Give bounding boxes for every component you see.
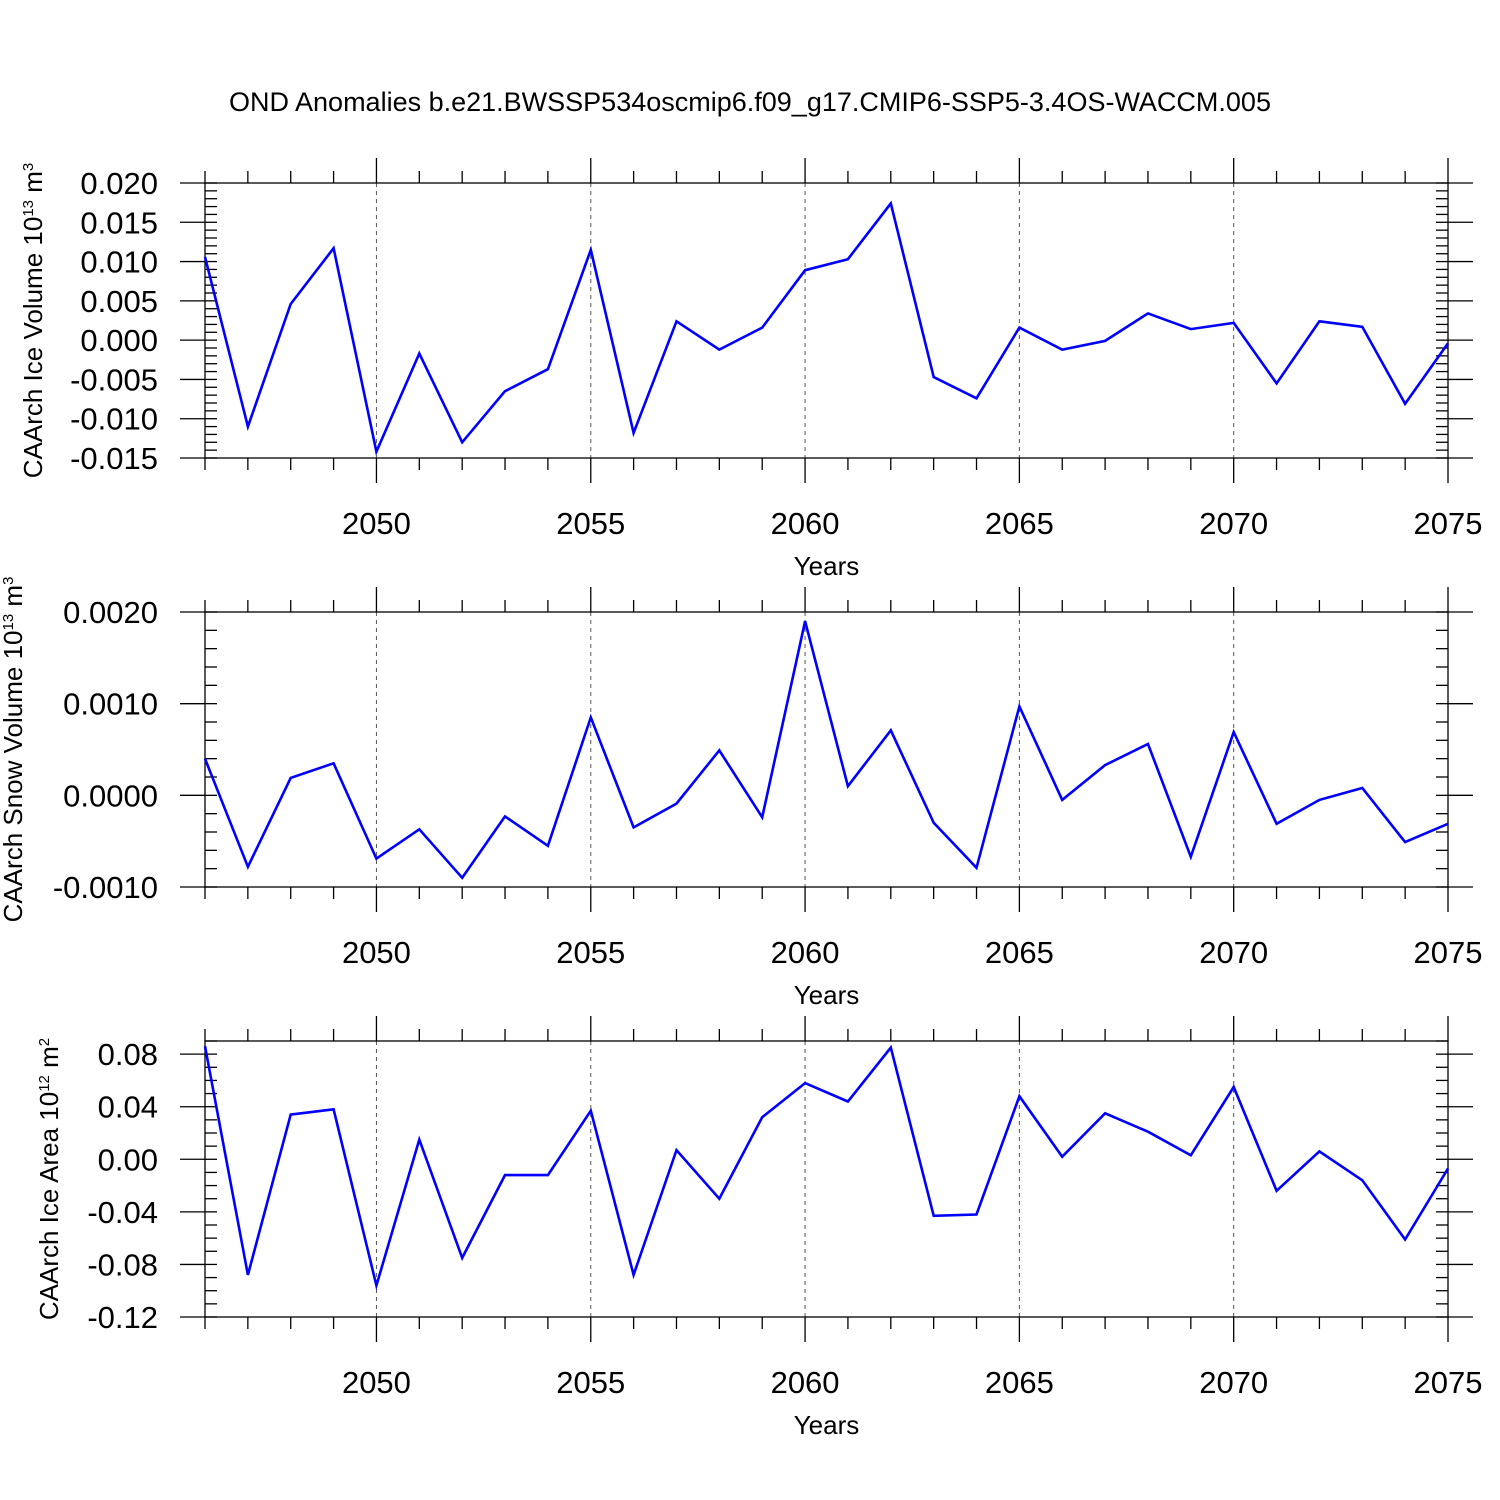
y-tick-label: 0.015 (80, 205, 158, 240)
y-tick-label: 0.00 (98, 1142, 158, 1177)
x-axis-label: Years (794, 1410, 860, 1440)
plot-frame (204, 182, 1449, 459)
y-tick-label: 0.0020 (63, 595, 158, 630)
x-tick-label-2075: 2075 (1414, 1365, 1483, 1400)
x-tick-label-2060: 2060 (771, 506, 840, 541)
x-tick-label-2060: 2060 (771, 935, 840, 970)
x-tick-label-2055: 2055 (556, 935, 625, 970)
x-tick-label-2060: 2060 (771, 1365, 840, 1400)
x-tick-label-2050: 2050 (342, 506, 411, 541)
x-axis-label: Years (794, 551, 860, 581)
x-tick-label-2075: 2075 (1414, 935, 1483, 970)
panel-1: 2050 2055 2060 2065 2070 2075 -0.015 -0.010 -0.0… (18, 158, 1482, 581)
panel-2: 2050 2055 2060 2065 2070 2075 -0.0010 0.0000 0.0… (0, 577, 1482, 1010)
y-tick-label: -0.0010 (53, 870, 158, 905)
y-tick-label: -0.005 (70, 362, 158, 397)
chart-title: OND Anomalies b.e21.BWSSP534oscmip6.f09_… (229, 87, 1271, 117)
panel-3: 2050 2055 2060 2065 2070 2075 -0.12 -0.08 -0.04 0… (34, 1016, 1482, 1440)
series-line (203, 620, 1449, 880)
panels: 2050 2055 2060 2065 2070 2075 -0.015 -0.010 -0.0… (0, 158, 1482, 1440)
x-tick-label-2055: 2055 (556, 506, 625, 541)
y-axis-label: CAArch Ice Area 1012 m2 (34, 1038, 64, 1320)
y-tick-label: 0.020 (80, 166, 158, 201)
plot-frame (204, 1040, 1449, 1318)
x-tick-label-2070: 2070 (1199, 506, 1268, 541)
y-tick-label: 0.005 (80, 284, 158, 319)
plot-frame (204, 611, 1449, 888)
y-tick-label: -0.015 (70, 441, 158, 476)
y-tick-label: 0.0010 (63, 687, 158, 722)
y-tick-label: 0.04 (98, 1090, 158, 1125)
x-tick-label-2065: 2065 (985, 506, 1054, 541)
x-tick-label-2070: 2070 (1199, 935, 1268, 970)
series-line (203, 1044, 1450, 1291)
y-axis-label: CAArch Ice Volume 1013 m3 (18, 163, 48, 479)
y-tick-label: -0.010 (70, 402, 158, 437)
y-tick-label: -0.12 (87, 1300, 158, 1335)
x-tick-label-2050: 2050 (342, 1365, 411, 1400)
x-tick-label-2065: 2065 (985, 1365, 1054, 1400)
x-tick-label-2065: 2065 (985, 935, 1054, 970)
y-tick-label: 0.010 (80, 245, 158, 280)
y-tick-label: 0.000 (80, 323, 158, 358)
y-tick-label: 0.08 (98, 1037, 158, 1072)
x-tick-label-2055: 2055 (556, 1365, 625, 1400)
x-axis-label: Years (794, 980, 860, 1010)
series-line (203, 200, 1450, 456)
x-tick-label-2075: 2075 (1414, 506, 1483, 541)
y-tick-label: -0.04 (87, 1195, 158, 1230)
x-tick-label-2070: 2070 (1199, 1365, 1268, 1400)
y-tick-label: 0.0000 (63, 778, 158, 813)
y-axis-label: CAArch Snow Volume 1013 m3 (0, 577, 28, 923)
x-tick-label-2050: 2050 (342, 935, 411, 970)
y-tick-label: -0.08 (87, 1247, 158, 1282)
